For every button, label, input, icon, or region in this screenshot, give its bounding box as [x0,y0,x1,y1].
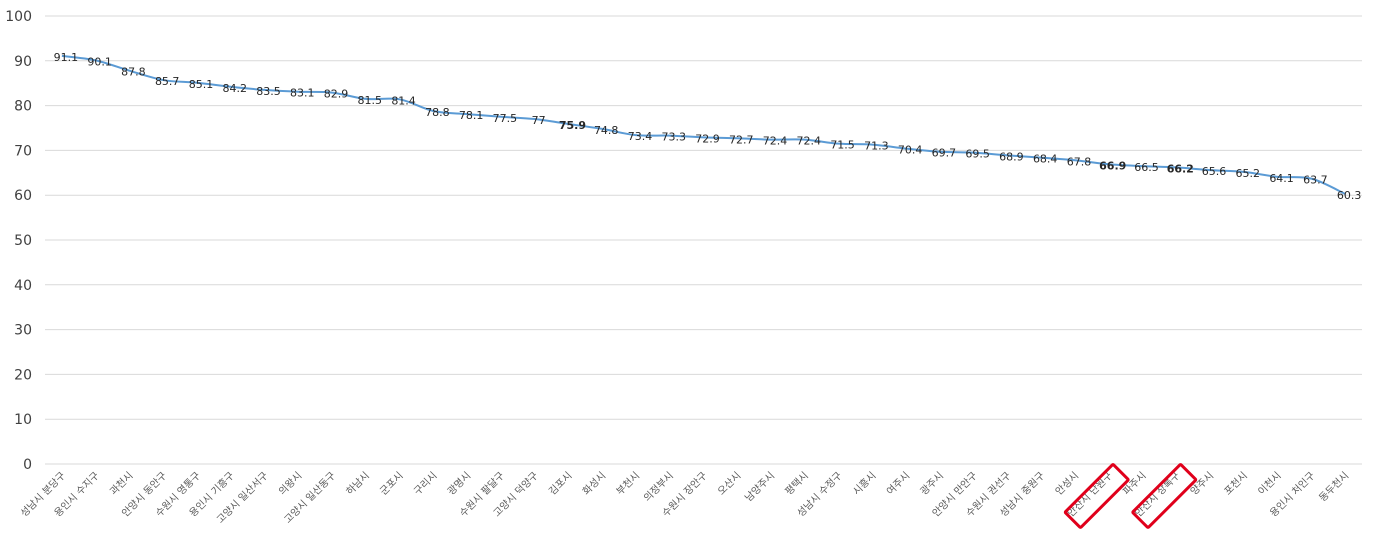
data-label: 65.6 [1202,165,1227,178]
x-tick-label: 남양주시 [743,470,778,505]
data-label: 66.2 [1167,162,1194,175]
data-label: 83.1 [290,87,315,100]
data-label: 71.3 [864,140,889,153]
x-tick-label: 의정부시 [641,470,676,505]
x-tick-label: 광주시 [918,470,946,498]
series-line [61,54,1346,195]
x-tick-label: 구리시 [411,470,439,498]
x-tick-label: 군포시 [378,470,406,498]
x-tick-label: 하남시 [343,469,372,498]
data-label: 65.2 [1236,167,1261,180]
data-label: 84.2 [222,82,247,95]
data-label: 85.1 [189,78,214,91]
data-label: 81.4 [391,94,416,107]
x-tick-label: 포천시 [1222,470,1250,498]
x-tick-label: 오산시 [715,470,743,498]
x-tick-label: 시흥시 [850,469,879,498]
data-label: 83.5 [256,85,281,98]
data-label: 72.4 [763,135,788,148]
y-tick-label: 100 [5,9,32,25]
y-tick-label: 30 [14,323,32,339]
data-label: 85.7 [155,75,180,88]
data-label: 68.9 [999,150,1024,163]
data-label: 64.1 [1269,172,1294,185]
data-label: 77.5 [493,112,518,125]
x-tick-label: 여주시 [884,470,912,498]
data-label: 63.7 [1303,174,1328,187]
data-label: 67.8 [1067,155,1092,168]
data-label: 69.7 [932,147,957,160]
data-label: 70.4 [898,144,923,157]
data-label: 71.5 [830,139,855,152]
data-label: 72.7 [729,133,754,146]
y-tick-label: 80 [14,99,32,115]
data-label: 72.9 [695,132,720,145]
highlight-boxes [1063,463,1198,529]
y-tick-label: 10 [14,412,32,428]
x-tick-label: 평택시 [783,470,811,498]
data-label: 82.9 [324,88,349,101]
data-label: 91.1 [54,51,79,64]
y-tick-label: 0 [23,457,32,473]
data-label: 72.4 [797,135,822,148]
data-label: 74.8 [594,124,619,137]
data-label: 73.3 [661,131,686,144]
x-tick-label: 안성시 [1053,470,1081,498]
y-tick-label: 70 [14,143,32,159]
highlight-box [1063,463,1130,529]
x-tick-label: 광명시 [445,470,473,498]
y-tick-label: 60 [14,188,32,204]
data-label: 66.9 [1099,159,1126,172]
data-label: 75.9 [559,119,586,132]
y-tick-label: 20 [14,367,32,383]
data-label: 68.4 [1033,153,1058,166]
x-tick-label: 김포시 [547,470,575,498]
data-label: 77 [532,114,546,127]
x-tick-label: 화성시 [580,470,608,498]
data-label: 81.5 [358,94,383,107]
data-label: 60.3 [1337,189,1362,202]
data-label: 87.8 [121,66,146,79]
y-tick-label: 50 [14,233,32,249]
y-axis-ticks: 0 10 20 30 40 50 60 70 80 90 100 [5,9,32,473]
data-label: 69.5 [965,148,990,161]
gridlines [45,15,1362,465]
data-label: 73.4 [628,130,653,143]
data-label: 78.1 [459,109,484,122]
series-line-path [61,54,1346,195]
x-tick-label: 과천시 [108,470,136,498]
y-tick-label: 40 [14,278,32,294]
data-label: 66.5 [1134,161,1159,174]
x-tick-label: 이천시 [1256,470,1284,498]
data-label: 90.1 [87,55,112,68]
data-labels: 91.1 90.1 87.8 85.7 85.1 84.2 83.5 83.1 82.9 81.5… [54,51,1362,202]
x-tick-label: 동두천시 [1317,470,1352,505]
x-tick-label: 부천시 [614,470,642,498]
y-tick-label: 90 [14,54,32,70]
data-label: 78.8 [425,106,450,119]
highlight-box [1131,463,1198,529]
x-tick-label: 의왕시 [276,470,304,498]
